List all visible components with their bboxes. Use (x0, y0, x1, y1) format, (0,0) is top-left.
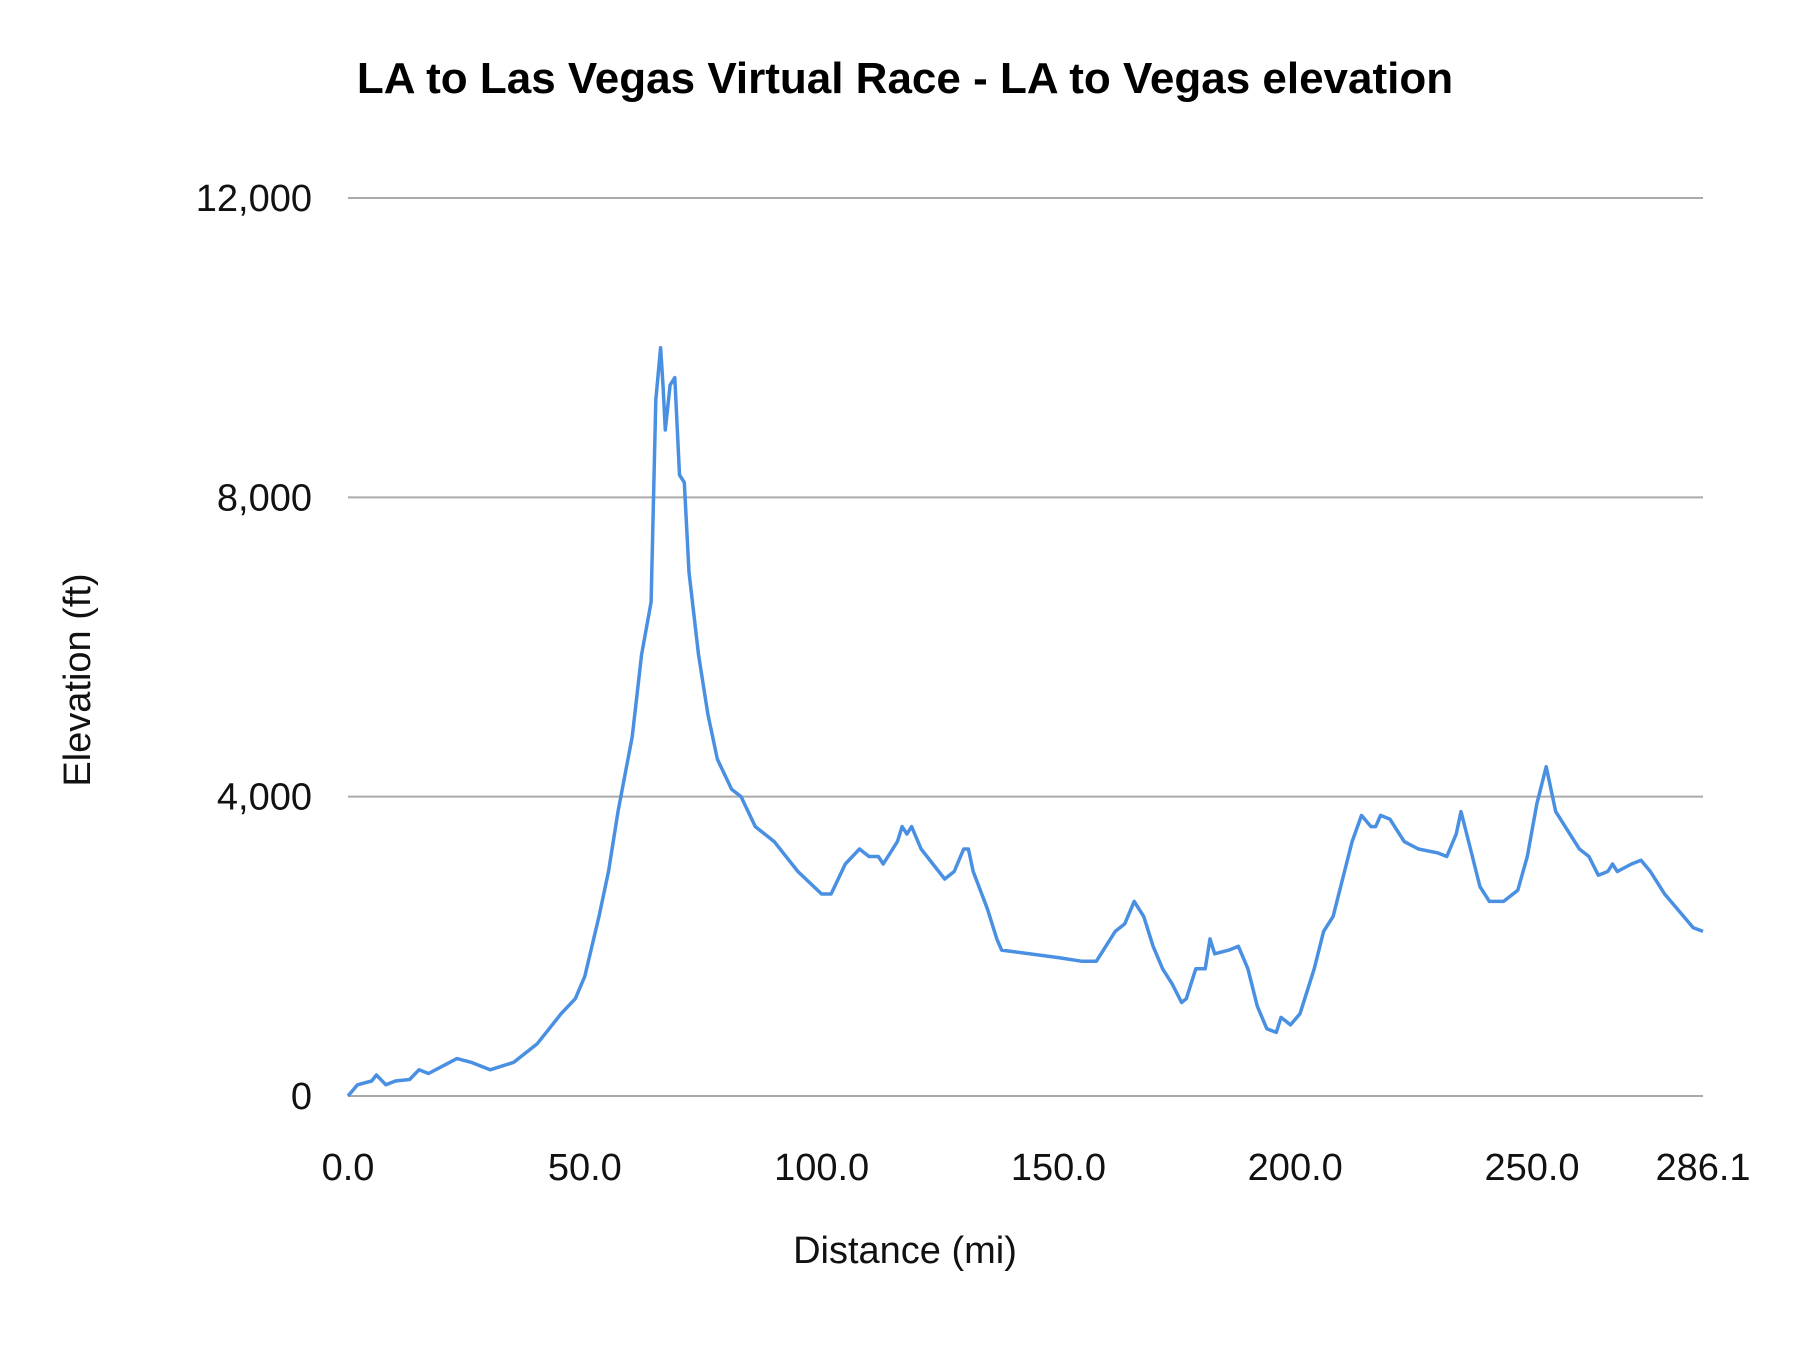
elevation-series-line (346, 345, 1704, 1098)
x-tick-label: 286.1 (1655, 1147, 1750, 1189)
x-tick-label: 0.0 (322, 1147, 375, 1189)
x-tick-label: 50.0 (548, 1147, 622, 1189)
x-tick-labels: 0.0 50.0 100.0 150.0 200.0 250.0 286.1 (322, 1147, 1751, 1189)
x-tick-label: 250.0 (1484, 1147, 1579, 1189)
y-tick-label: 8,000 (217, 477, 312, 519)
chart-title: LA to Las Vegas Virtual Race - LA to Veg… (357, 54, 1453, 103)
y-tick-label: 0 (291, 1076, 312, 1118)
y-tick-label: 12,000 (196, 178, 312, 220)
x-tick-label: 200.0 (1248, 1147, 1343, 1189)
y-tick-label: 4,000 (217, 777, 312, 819)
gridlines (348, 197, 1703, 1097)
y-axis-label: Elevation (ft) (57, 573, 99, 786)
x-tick-label: 150.0 (1011, 1147, 1106, 1189)
x-tick-label: 100.0 (774, 1147, 869, 1189)
y-tick-labels: 0 4,000 8,000 12,000 (196, 178, 312, 1118)
x-axis-label: Distance (mi) (793, 1230, 1017, 1272)
